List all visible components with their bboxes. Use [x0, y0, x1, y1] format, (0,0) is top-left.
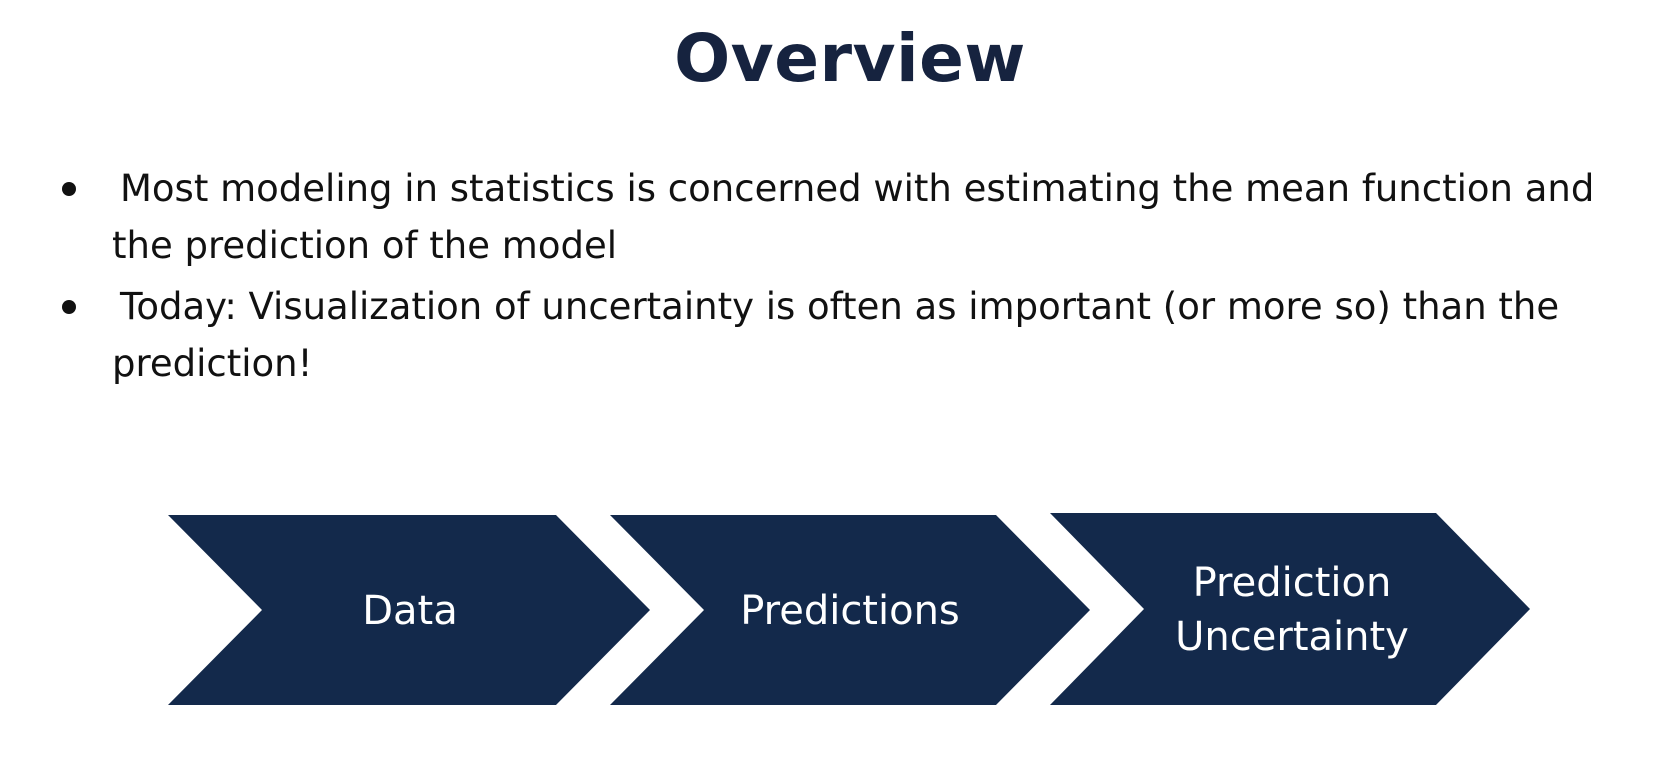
chevron-label: Uncertainty	[1175, 614, 1409, 660]
bullet-item: Today: Visualization of uncertainty is o…	[60, 278, 1620, 392]
chevron-label: Data	[362, 588, 458, 634]
bullet-item: Most modeling in statistics is concerned…	[60, 160, 1620, 274]
bullet-text: Most modeling in statistics is concerned…	[112, 167, 1595, 267]
bullet-dot-icon	[62, 182, 76, 196]
chevron-shape	[610, 515, 1090, 705]
bullet-dot-icon	[62, 300, 76, 314]
chevron-step-data: Data	[168, 515, 650, 705]
chevron-label: Predictions	[740, 588, 960, 634]
chevron-shape	[1050, 513, 1530, 705]
chevron-shape	[168, 515, 650, 705]
chevron-step-prediction-uncertainty: Prediction Uncertainty	[1050, 513, 1530, 705]
bullet-text: Today: Visualization of uncertainty is o…	[112, 285, 1560, 385]
bullet-list: Most modeling in statistics is concerned…	[60, 160, 1620, 396]
chevron-label: Prediction	[1193, 560, 1392, 606]
slide-title: Overview	[674, 20, 1026, 97]
chevron-step-predictions: Predictions	[610, 515, 1090, 705]
